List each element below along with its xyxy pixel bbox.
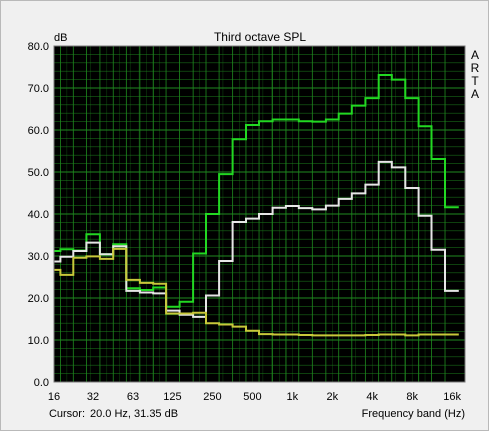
y-tick-label: 70.0	[28, 83, 49, 95]
y-tick-label: 20.0	[28, 293, 49, 305]
y-tick-label: 10.0	[28, 335, 49, 347]
y-tick-label: 60.0	[28, 125, 49, 137]
y-tick-label: 50.0	[28, 167, 49, 179]
x-tick-label: 125	[163, 391, 181, 403]
y-tick-label: 40.0	[28, 209, 49, 221]
series-line-3	[54, 247, 459, 337]
x-tick-label: 63	[127, 391, 139, 403]
x-axis-label: Frequency band (Hz)	[362, 408, 465, 420]
y-tick-label: 30.0	[28, 251, 49, 263]
side-label-letter: T	[471, 74, 479, 88]
x-tick-labels: 16 32 63 125 250 500 1k 2k 4k 8k 16k	[48, 391, 462, 403]
x-tick-label: 4k	[366, 391, 378, 403]
cursor-readout: 20.0 Hz, 31.35 dB	[90, 408, 178, 420]
side-label-letter: A	[471, 48, 479, 62]
x-tick-label: 8k	[406, 391, 418, 403]
y-tick-labels: 0.0 10.0 20.0 30.0 40.0 50.0 60.0 70.0 80.0	[28, 41, 49, 389]
y-axis-label: dB	[54, 32, 67, 44]
x-tick-label: 500	[243, 391, 261, 403]
x-tick-label: 2k	[326, 391, 338, 403]
cursor-label: Cursor:	[49, 408, 85, 420]
plot-border	[53, 45, 466, 383]
chart-title: Third octave SPL	[214, 30, 306, 44]
x-tick-label: 16k	[443, 391, 461, 403]
y-tick-label: 80.0	[28, 41, 49, 53]
x-tick-label: 250	[203, 391, 221, 403]
x-tick-label: 16	[48, 391, 60, 403]
side-label-letter: A	[471, 87, 479, 101]
x-tick-label: 1k	[287, 391, 299, 403]
series-line-1	[54, 74, 459, 308]
y-tick-label: 0.0	[34, 377, 49, 389]
series-group	[54, 74, 459, 337]
series-line-2	[54, 160, 459, 318]
x-tick-label: 32	[87, 391, 99, 403]
side-label-letter: R	[471, 61, 480, 75]
